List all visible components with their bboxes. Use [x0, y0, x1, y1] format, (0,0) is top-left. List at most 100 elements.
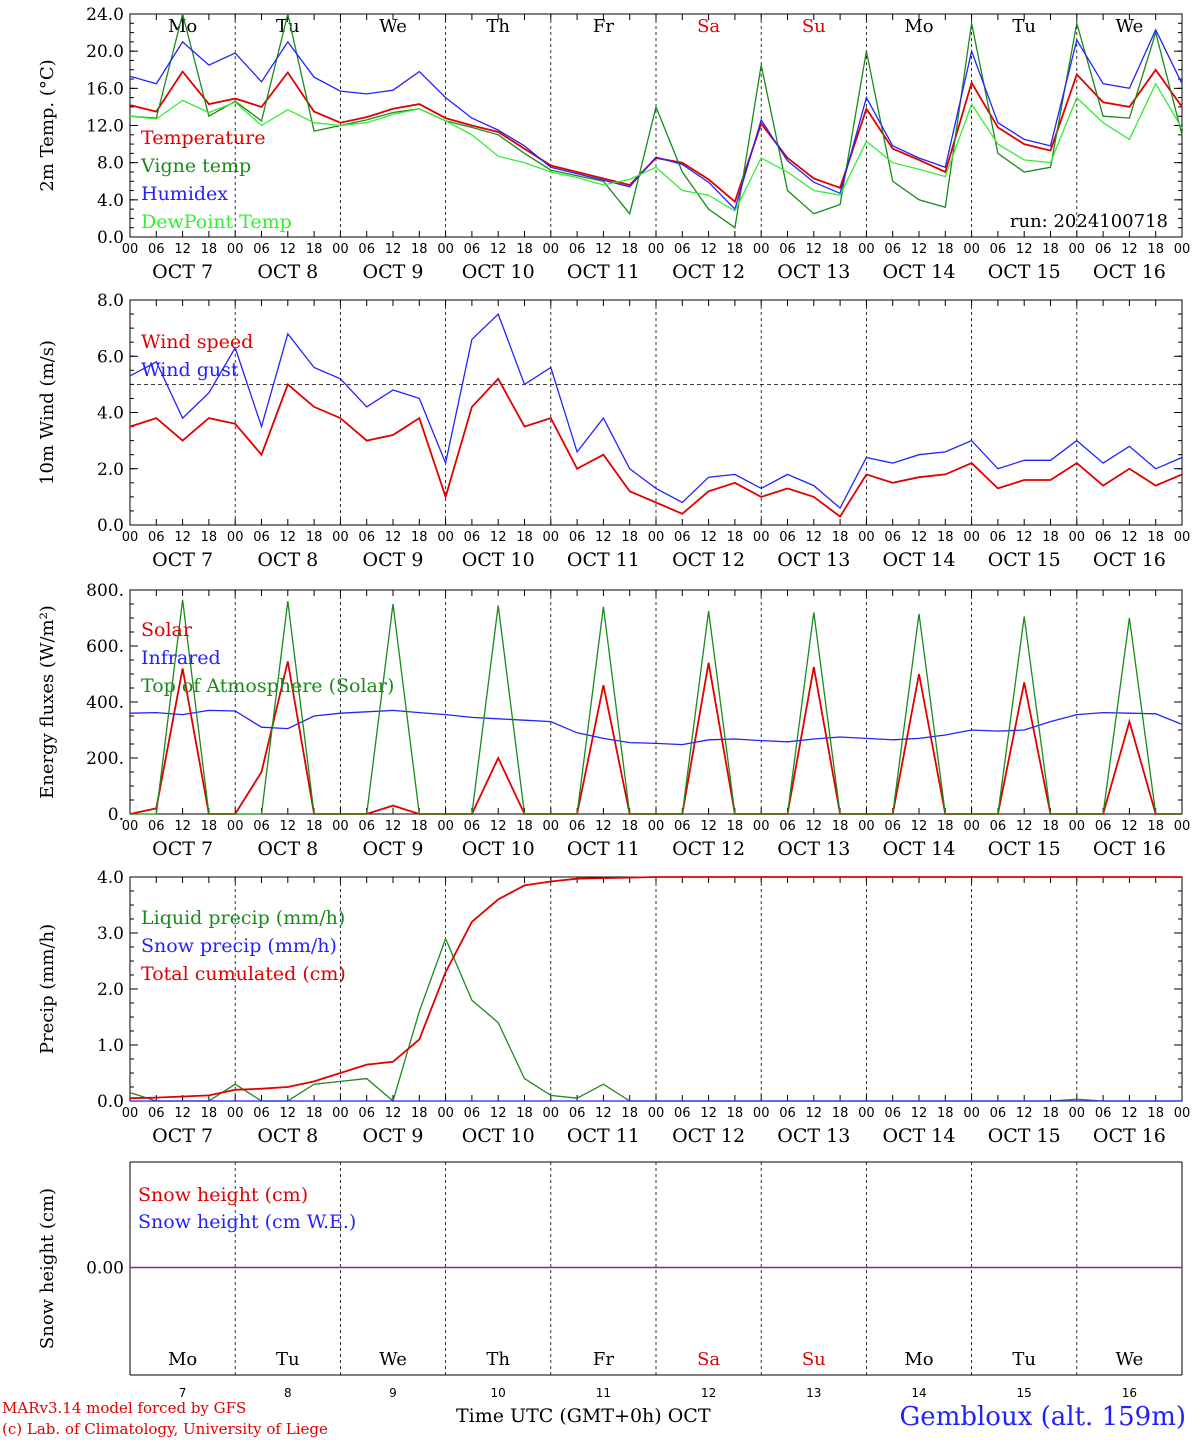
x-hour-label: 00	[858, 242, 875, 257]
x-hour-label: 18	[516, 242, 533, 257]
x-hour-label: 06	[779, 530, 796, 545]
x-date-label: OCT 7	[152, 261, 213, 283]
legend-entry: Total cumulated (cm)	[141, 963, 346, 985]
x-date-label: OCT 12	[672, 261, 745, 283]
y-tick-label: 4.0	[97, 191, 124, 211]
x-hour-label: 00	[227, 530, 244, 545]
x-hour-label: 12	[1121, 530, 1138, 545]
x-hour-label: 06	[464, 242, 481, 257]
x-hour-label: 00	[332, 1106, 349, 1121]
x-hour-label: 12	[700, 819, 717, 834]
x-hour-label: 12	[385, 819, 402, 834]
y-tick-label: 8.0	[97, 291, 124, 311]
x-hour-label: 00	[1069, 530, 1086, 545]
x-hour-label: 12	[806, 530, 823, 545]
x-hour-label: 18	[306, 530, 323, 545]
y-tick-label: 24.0	[86, 5, 124, 25]
x-hour-label: 00	[858, 1106, 875, 1121]
day-of-week-label: Sa	[697, 16, 720, 37]
day-number-label: 10	[491, 1386, 506, 1400]
x-date-label: OCT 15	[988, 838, 1061, 860]
x-hour-label: 18	[516, 530, 533, 545]
x-hour-label: 12	[174, 819, 191, 834]
x-hour-label: 06	[779, 1106, 796, 1121]
legend-entry: Solar	[141, 619, 193, 641]
x-hour-label: 18	[1147, 242, 1164, 257]
panel-3: 0. 200. 400. 600. 800. Energy fluxes (W/m²) 00…	[37, 581, 1190, 860]
series-line	[129, 876, 1182, 1100]
day-of-week-label: Tu	[1012, 16, 1036, 37]
day-of-week-label: Mo	[168, 1349, 197, 1370]
y-tick-label: 600.	[86, 637, 124, 657]
x-hour-label: 06	[148, 1106, 165, 1121]
x-hour-label: 00	[1174, 819, 1191, 834]
x-hour-label: 06	[358, 530, 375, 545]
x-hour-label: 18	[937, 819, 954, 834]
series-line	[129, 709, 1183, 746]
x-date-label: OCT 16	[1093, 838, 1166, 860]
x-hour-label: 06	[884, 242, 901, 257]
x-date-label: OCT 11	[567, 261, 640, 283]
x-hour-label: 18	[937, 242, 954, 257]
x-hour-label: 18	[1042, 242, 1059, 257]
x-hour-label: 18	[727, 530, 744, 545]
series-line	[129, 28, 1183, 211]
x-hour-label: 06	[358, 242, 375, 257]
x-hour-label: 06	[1095, 530, 1112, 545]
x-date-label: OCT 13	[777, 261, 850, 283]
x-date-label: OCT 8	[257, 838, 318, 860]
x-hour-label: 12	[700, 1106, 717, 1121]
day-of-week-label: Fr	[593, 1349, 614, 1370]
series-line	[129, 377, 1183, 518]
x-hour-label: 00	[648, 242, 665, 257]
day-of-week-label: Th	[486, 1349, 510, 1370]
day-of-week-label: Su	[802, 16, 826, 37]
x-hour-label: 06	[569, 530, 586, 545]
x-date-label: OCT 14	[882, 1125, 955, 1147]
legend-entry: Liquid precip (mm/h)	[141, 907, 345, 929]
x-hour-label: 18	[621, 819, 638, 834]
series-line	[129, 312, 1183, 510]
x-hour-label: 18	[727, 242, 744, 257]
credits: MARv3.14 model forced by GFS (c) Lab. of…	[2, 1398, 328, 1440]
x-hour-label: 12	[385, 1106, 402, 1121]
x-hour-label: 06	[1095, 819, 1112, 834]
legend-entry: Infrared	[141, 647, 221, 669]
x-hour-label: 06	[1095, 242, 1112, 257]
x-hour-label: 18	[411, 819, 428, 834]
x-hour-label: 18	[1147, 1106, 1164, 1121]
x-hour-label: 00	[543, 1106, 560, 1121]
x-date-label: OCT 10	[462, 1125, 535, 1147]
x-hour-label: 18	[832, 1106, 849, 1121]
x-hour-label: 00	[543, 530, 560, 545]
series-line	[130, 599, 1182, 815]
x-hour-label: 06	[464, 819, 481, 834]
x-hour-label: 00	[437, 242, 454, 257]
x-hour-label: 18	[306, 1106, 323, 1121]
x-hour-label: 00	[1174, 1106, 1191, 1121]
x-hour-label: 00	[1069, 819, 1086, 834]
y-tick-label: 0.0	[97, 1092, 124, 1112]
y-tick-label: 12.0	[86, 117, 124, 137]
day-of-week-label: Mo	[904, 16, 933, 37]
x-hour-label: 06	[779, 242, 796, 257]
x-hour-label: 06	[674, 530, 691, 545]
x-hour-label: 00	[1174, 242, 1191, 257]
x-hour-label: 06	[358, 1106, 375, 1121]
x-hour-label: 12	[490, 1106, 507, 1121]
y-tick-label: 0.0	[97, 516, 124, 536]
y-tick-label: 200.	[86, 749, 124, 769]
x-hour-label: 00	[1069, 1106, 1086, 1121]
panel-4: 0.0 1.0 2.0 3.0 4.0 Precip (mm/h) 00 06 12 18 00 06…	[37, 868, 1190, 1147]
x-hour-label: 06	[253, 530, 270, 545]
x-hour-label: 12	[806, 242, 823, 257]
x-date-label: OCT 15	[988, 261, 1061, 283]
y-tick-label: 0.	[108, 805, 124, 825]
legend-entry: Wind gust	[141, 359, 239, 381]
y-tick-label: 16.0	[86, 79, 124, 99]
x-hour-label: 00	[963, 1106, 980, 1121]
x-hour-label: 18	[201, 1106, 218, 1121]
x-date-label: OCT 16	[1093, 549, 1166, 571]
x-hour-label: 06	[464, 530, 481, 545]
x-hour-label: 12	[280, 242, 297, 257]
